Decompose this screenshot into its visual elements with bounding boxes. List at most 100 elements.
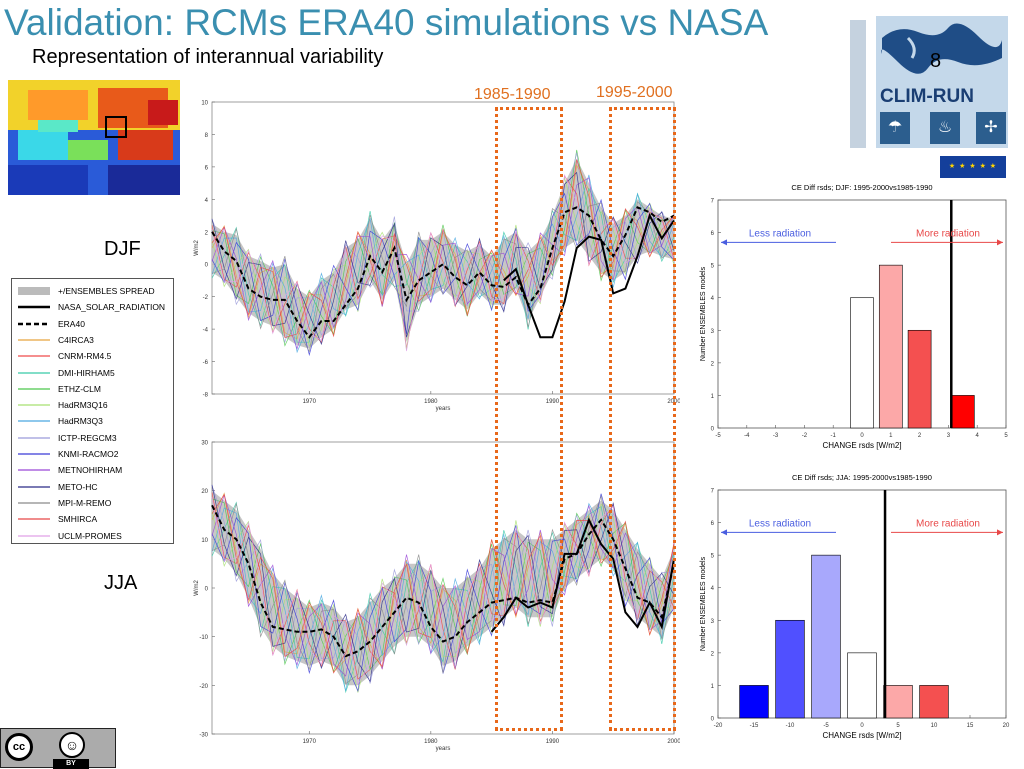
y-tick-label: 6: [711, 521, 715, 527]
x-tick-label: 5: [1004, 433, 1008, 439]
y-tick-label: 10: [201, 538, 208, 544]
legend-swatch: [18, 306, 50, 309]
jja-timeseries-chart: -30 -20 -10 0 10 20 30 1970 1980 1990 2000 years W/m…: [194, 441, 680, 753]
legend-label: CNRM-RM4.5: [58, 351, 112, 362]
cc-by-license-badge[interactable]: cc ☺ BY: [0, 728, 116, 769]
y-tick-label: 5: [711, 554, 715, 560]
x-tick-label: 1980: [424, 399, 438, 405]
legend-swatch: [18, 355, 50, 357]
x-tick-label: 10: [931, 723, 938, 729]
model-series-line: [211, 175, 675, 350]
legend-item: ICTP-REGCM3: [16, 430, 174, 446]
y-axis-label: W/m2: [194, 240, 200, 256]
y-tick-label: 2: [205, 230, 209, 236]
model-series-line: [211, 164, 675, 340]
y-axis-label: Number ENSEMBLES models: [700, 266, 707, 361]
model-series-line: [211, 159, 675, 339]
inset-map-image: [8, 80, 180, 195]
x-tick-label: -5: [715, 433, 721, 439]
logo-name: CLIM-RUN: [880, 86, 974, 107]
model-series-line: [211, 171, 675, 346]
y-tick-label: -20: [199, 684, 208, 690]
model-series-line: [211, 493, 675, 674]
legend-swatch: [18, 404, 50, 406]
y-tick-label: 0: [711, 427, 715, 433]
y-tick-label: 30: [201, 441, 208, 447]
y-tick-label: 2: [711, 651, 715, 657]
model-series-line: [211, 187, 675, 343]
y-tick-label: 0: [205, 587, 209, 593]
legend-item: MPI-M-REMO: [16, 495, 174, 511]
less-radiation-arrowhead: [721, 529, 727, 536]
x-tick-label: -1: [831, 433, 837, 439]
legend-label: SMHIRCA: [58, 514, 98, 525]
legend-label: HadRM3Q16: [58, 400, 108, 411]
eu-flag-icon: ★ ★ ★ ★ ★: [940, 156, 1006, 178]
legend-swatch: [18, 287, 50, 295]
legend-swatch: [18, 437, 50, 439]
legend-label: METO-HC: [58, 481, 98, 492]
y-axis-label: Number ENSEMBLES models: [700, 556, 707, 651]
legend-item: METO-HC: [16, 479, 174, 495]
y-tick-label: -6: [203, 360, 209, 366]
legend-item: UCLM-PROMES: [16, 528, 174, 544]
more-radiation-arrowhead: [997, 239, 1003, 246]
y-tick-label: 5: [711, 264, 715, 270]
legend-swatch: [18, 453, 50, 455]
legend-label: METNOHIRHAM: [58, 465, 123, 476]
model-series-line: [211, 484, 675, 683]
y-tick-label: 10: [201, 101, 208, 107]
era40-series-line: [211, 504, 675, 658]
x-tick-label: 0: [860, 723, 864, 729]
y-tick-label: 8: [205, 133, 209, 139]
y-tick-label: -4: [203, 328, 209, 334]
y-tick-label: 3: [711, 329, 715, 335]
y-tick-label: 20: [201, 489, 208, 495]
region-marker-box: [105, 116, 127, 138]
legend-label: UCLM-PROMES: [58, 530, 122, 541]
y-axis-label: W/m2: [194, 580, 200, 596]
y-tick-label: 7: [711, 489, 715, 495]
histogram-bar: [775, 619, 805, 719]
histogram-bar: [811, 554, 841, 719]
model-series-line: [211, 495, 675, 685]
histogram-bar: [850, 297, 874, 429]
histogram-bar: [950, 395, 975, 429]
histogram-bar: [883, 685, 913, 719]
x-tick-label: 0: [860, 433, 864, 439]
x-axis-label: years: [436, 406, 451, 412]
legend-label: NASA_SOLAR_RADIATION: [58, 302, 166, 313]
legend-item: METNOHIRHAM: [16, 462, 174, 478]
period-box-1995-2000: [609, 107, 676, 731]
y-tick-label: 6: [205, 165, 209, 171]
histogram-bar: [919, 685, 949, 719]
djf-histogram-chart: CE Diff rsds; DJF: 1995-2000vs1985-1990 0…: [700, 183, 1008, 450]
legend-swatch: [18, 420, 50, 422]
legend-swatch: [18, 534, 50, 537]
x-tick-label: -4: [744, 433, 750, 439]
slide-title: Validation: RCMs ERA40 simulations vs NA…: [4, 2, 769, 43]
x-tick-label: -3: [773, 433, 779, 439]
legend-item: KNMI-RACMO2: [16, 446, 174, 462]
legend-label: HadRM3Q3: [58, 416, 103, 427]
model-series-line: [211, 493, 675, 693]
x-tick-label: 2000: [667, 739, 680, 745]
more-radiation-arrowhead: [997, 529, 1003, 536]
histogram-title: CE Diff rsds; JJA: 1995-2000vs1985-1990: [792, 473, 932, 482]
y-tick-label: 6: [711, 231, 715, 237]
mediterranean-map-icon: [878, 18, 1006, 80]
legend-item: HadRM3Q3: [16, 413, 174, 429]
x-tick-label: 4: [976, 433, 980, 439]
model-series-line: [211, 201, 675, 353]
x-tick-label: 5: [896, 723, 900, 729]
legend-item: +/ENSEMBLES SPREAD: [16, 283, 174, 299]
legend-swatch-band: [18, 287, 50, 295]
nasa-series-line: [490, 517, 675, 633]
legend-swatch: [18, 322, 50, 325]
slide-subtitle: Representation of interannual variabilit…: [32, 46, 384, 68]
legend-item: DMI-HIRHAM5: [16, 365, 174, 381]
legend-swatch: [18, 485, 50, 488]
legend-item: SMHIRCA: [16, 511, 174, 527]
x-tick-label: 1990: [546, 739, 560, 745]
legend-label: DMI-HIRHAM5: [58, 367, 115, 378]
